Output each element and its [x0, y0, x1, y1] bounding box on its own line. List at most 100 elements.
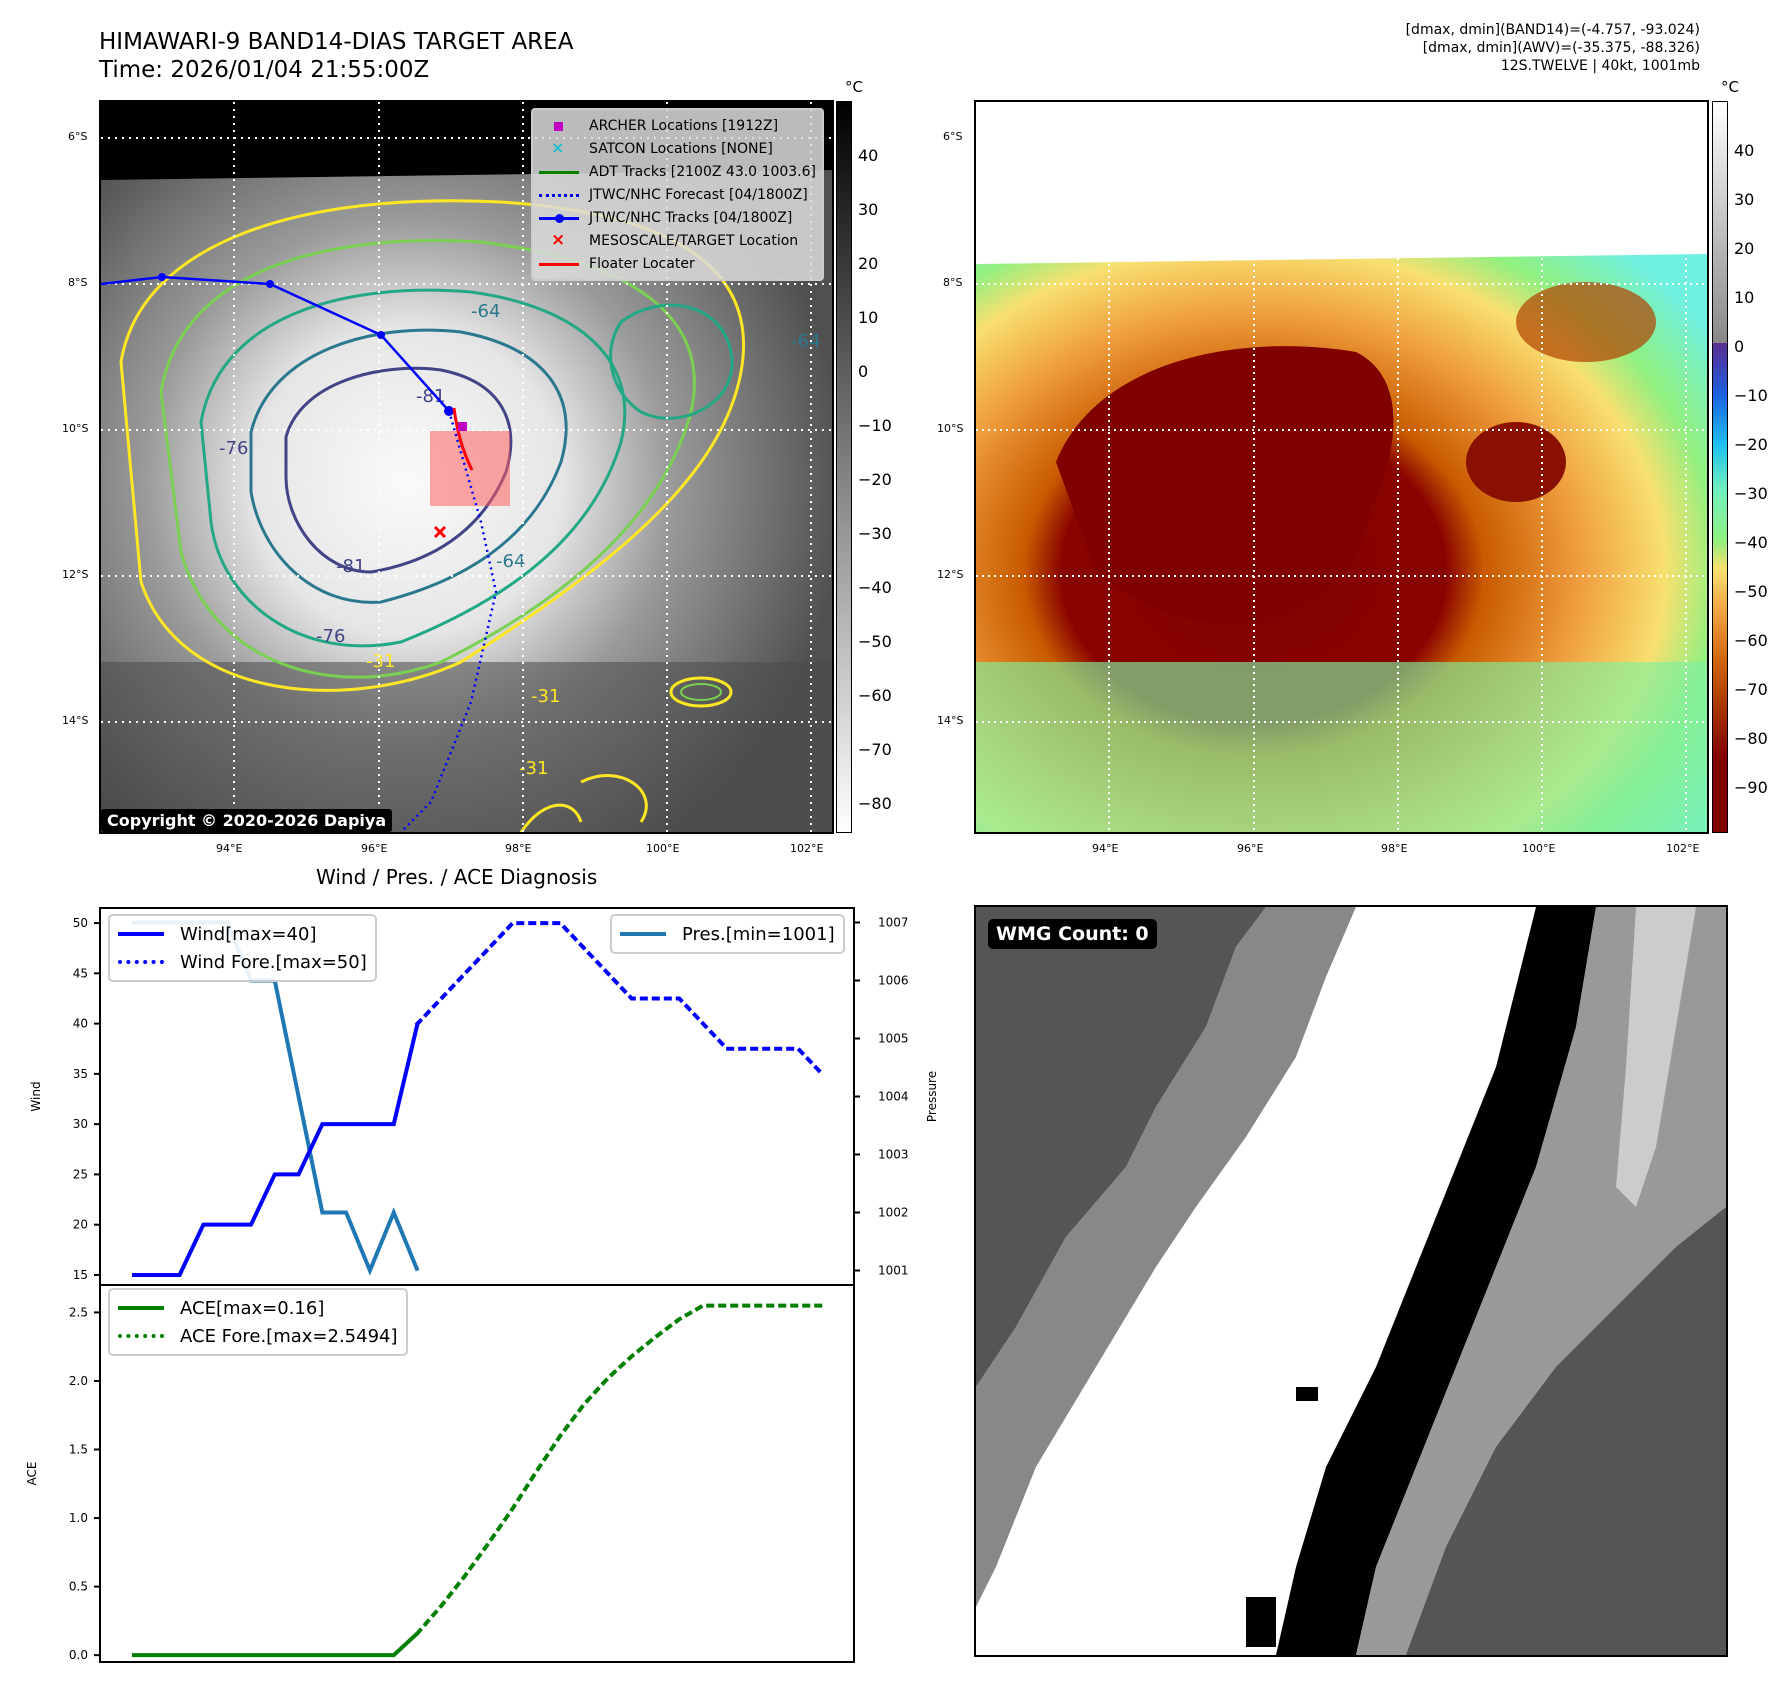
ir-colorbar: [836, 101, 852, 833]
legend-label: ACE Fore.[max=2.5494]: [180, 1325, 398, 1347]
contour-label: -81: [416, 386, 445, 407]
diagnosis-chart: 15 20 25 30 35 40 45 50 1001 1002 1003 1004 1005 1006…: [25, 907, 939, 1663]
pressure-tick-label: 1007: [878, 916, 909, 930]
wmg-count-badge: WMG Count: 0: [988, 919, 1157, 949]
legend-item-tracks: JTWC/NHC Tracks [04/1800Z]: [539, 206, 816, 229]
colorbar-tick-label: −40: [1734, 533, 1768, 552]
green-line-icon: [118, 1306, 164, 1310]
colorbar-tick-label: 20: [858, 254, 879, 273]
ace-tick-label: 0.5: [69, 1580, 88, 1594]
diagnosis-title: Wind / Pres. / ACE Diagnosis: [316, 865, 598, 889]
colorbar-tick-label: −70: [1734, 680, 1768, 699]
wind-tick-label: 35: [73, 1067, 88, 1081]
wind-tick-label: 40: [73, 1017, 88, 1031]
ace-tick-label: 2.5: [69, 1305, 88, 1319]
ace-tick-label: 2.0: [69, 1374, 88, 1388]
magenta-square-icon: [554, 121, 564, 131]
pressure-tick-label: 1003: [878, 1148, 909, 1162]
colorbar-tick-label: 0: [858, 362, 869, 381]
blue-line-icon: [118, 932, 164, 936]
band14-range: [dmax, dmin](BAND14)=(-4.757, -93.024): [1405, 22, 1700, 38]
colorbar-tick-label: −90: [1734, 778, 1768, 797]
legend-item-ace: ACE[max=0.16]: [118, 1294, 398, 1322]
wind-tick-label: 15: [73, 1268, 88, 1282]
lon-tick: 102°E: [790, 842, 824, 855]
lon-tick: 98°E: [505, 842, 532, 855]
colorbar-tick-label: 40: [1734, 141, 1755, 160]
colorbar-unit: °C: [1721, 78, 1739, 96]
map-timestamp: Time: 2026/01/04 21:55:00Z: [99, 57, 430, 83]
legend-item-archer: ARCHER Locations [1912Z]: [539, 114, 816, 137]
lat-tick: 14°S: [62, 714, 89, 727]
contour-label: -31: [366, 651, 395, 672]
ace-legend: ACE[max=0.16] ACE Fore.[max=2.5494]: [108, 1288, 408, 1356]
contour-label: -31: [519, 758, 548, 779]
green-line-icon: [539, 170, 580, 174]
contour-teal: [249, 328, 568, 604]
wind-line: [132, 1023, 420, 1277]
lat-tick: 12°S: [62, 568, 89, 581]
pressure-tick-label: 1004: [878, 1090, 909, 1104]
colorbar-tick-label: −70: [858, 740, 892, 759]
blue-dotted-line-icon: [539, 193, 580, 197]
colorbar-tick-label: −20: [858, 470, 892, 489]
colorbar-tick-label: 30: [858, 200, 879, 219]
lon-tick: 100°E: [646, 842, 680, 855]
legend-item-adt: ADT Tracks [2100Z 43.0 1003.6]: [539, 160, 816, 183]
wind-legend: Wind[max=40] Wind Fore.[max=50]: [108, 914, 377, 982]
colorbar-tick-label: 10: [1734, 288, 1755, 307]
ir-map-panel[interactable]: -81 -76 -64 -64 -64 -31 -31 -31 -76 -81: [99, 100, 834, 834]
red-x-icon: ×: [551, 229, 566, 250]
legend-label: JTWC/NHC Forecast [04/1800Z]: [589, 186, 808, 203]
archer-location-marker: [458, 422, 467, 431]
colorbar-tick-label: −10: [1734, 386, 1768, 405]
ace-tick-label: 1.0: [69, 1511, 88, 1525]
lat-tick: 12°S: [937, 568, 964, 581]
contour-label: -64: [496, 551, 525, 572]
cold-cloud-core: [1056, 346, 1394, 624]
contour-label: -81: [336, 556, 365, 577]
wmg-panel[interactable]: WMG Count: 0: [974, 905, 1728, 1657]
colorbar-tick-label: 0: [1734, 337, 1745, 356]
colorbar-tick-label: −60: [858, 686, 892, 705]
colorbar-tick-label: −30: [1734, 484, 1768, 503]
enhanced-map-panel[interactable]: [974, 100, 1709, 834]
contour-label: -64: [471, 301, 500, 322]
contour-label: -64: [791, 331, 820, 352]
lon-tick: 96°E: [1237, 842, 1264, 855]
wind-tick-label: 50: [73, 916, 88, 930]
awv-range: [dmax, dmin](AWV)=(-35.375, -88.326): [1422, 40, 1700, 56]
wind-tick-label: 45: [73, 966, 88, 980]
copyright-label: Copyright © 2020-2026 Dapiya: [101, 809, 393, 832]
wind-forecast-line: [414, 921, 825, 1077]
blue-dotted-line-icon: [118, 960, 164, 964]
map-title: HIMAWARI-9 BAND14-DIAS TARGET AREA: [99, 29, 574, 55]
colorbar-tick-label: −30: [858, 524, 892, 543]
lon-tick: 100°E: [1522, 842, 1556, 855]
legend-item-wind-forecast: Wind Fore.[max=50]: [118, 948, 367, 976]
legend-label: SATCON Locations [NONE]: [589, 140, 773, 157]
jtwc-track-points: [158, 273, 454, 416]
red-line-icon: [539, 262, 580, 266]
ace-axes-frame: [99, 1284, 855, 1663]
cyan-x-icon: ×: [551, 137, 565, 157]
colorbar-tick-label: 10: [858, 308, 879, 327]
lat-tick: 10°S: [62, 422, 89, 435]
lon-tick: 94°E: [1092, 842, 1119, 855]
legend-label: JTWC/NHC Tracks [04/1800Z]: [589, 209, 793, 226]
green-dotted-line-icon: [118, 1334, 164, 1338]
legend-label: Floater Locater: [589, 255, 695, 272]
lat-tick: 6°S: [68, 130, 88, 143]
steelblue-line-icon: [620, 932, 666, 936]
colorbar-tick-label: −50: [858, 632, 892, 651]
legend-item-ace-forecast: ACE Fore.[max=2.5494]: [118, 1322, 398, 1350]
colorbar-tick-label: −10: [858, 416, 892, 435]
pressure-tick-label: 1005: [878, 1032, 909, 1046]
legend-item-forecast: JTWC/NHC Forecast [04/1800Z]: [539, 183, 816, 206]
legend-label: Pres.[min=1001]: [682, 923, 835, 945]
map-legend: ARCHER Locations [1912Z] × SATCON Locati…: [531, 108, 824, 281]
lon-tick: 94°E: [216, 842, 243, 855]
legend-label: MESOSCALE/TARGET Location: [589, 232, 799, 249]
wind-tick-label: 20: [73, 1218, 88, 1232]
ace-axis-label: ACE: [25, 1462, 39, 1486]
